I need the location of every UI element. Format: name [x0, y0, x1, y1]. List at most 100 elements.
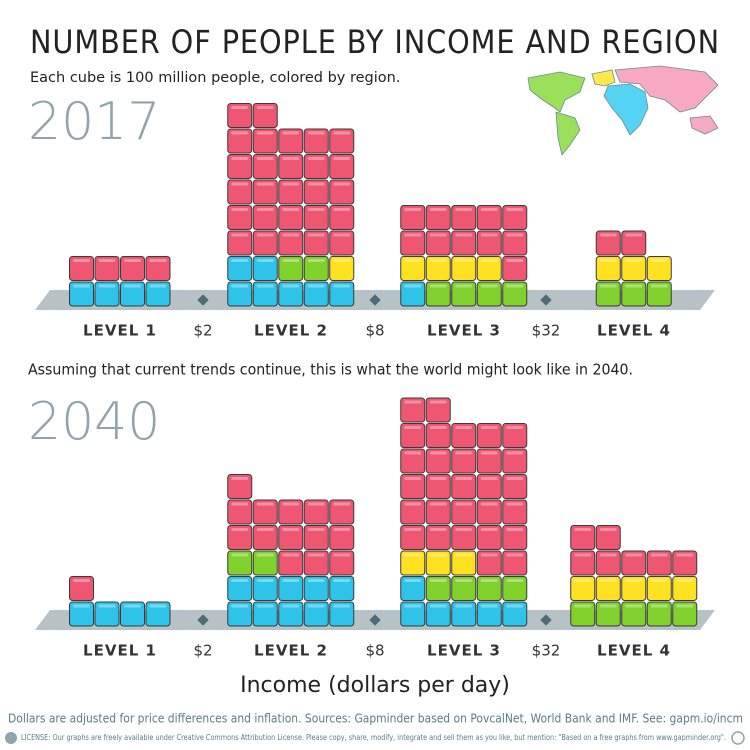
footnote: Dollars are adjusted for price differenc… — [8, 711, 743, 726]
cube-highlight — [650, 553, 668, 557]
cube-segment — [69, 256, 171, 281]
cube — [69, 601, 94, 627]
category-label: LEVEL 3 — [427, 322, 501, 340]
cube-highlight — [282, 553, 300, 557]
cube-highlight — [455, 528, 473, 531]
cube — [476, 205, 502, 230]
cube — [145, 601, 171, 627]
cube — [400, 423, 426, 448]
cube-highlight — [282, 131, 300, 135]
x-axis-label: Income (dollars per day) — [240, 673, 510, 698]
cube-segment — [69, 601, 171, 627]
cube-highlight — [333, 131, 351, 135]
cube-highlight — [256, 553, 274, 557]
boundary-label: $2 — [193, 322, 212, 340]
chart-title: 2040 — [28, 392, 160, 452]
cube — [646, 550, 672, 576]
cube — [400, 525, 426, 550]
cube-segment — [227, 550, 278, 576]
cube-highlight — [256, 233, 274, 237]
cube-highlight — [455, 604, 473, 608]
cube-highlight — [149, 604, 167, 608]
cube — [400, 205, 426, 230]
note: Assuming that current trends continue, t… — [28, 361, 633, 379]
boundary-label: $2 — [193, 642, 212, 660]
boundary-label: $32 — [532, 322, 561, 340]
cube-highlight — [282, 233, 300, 237]
cube-highlight — [455, 579, 473, 582]
cube — [227, 474, 253, 499]
cube-highlight — [256, 579, 274, 582]
cube — [303, 525, 329, 550]
cube-highlight — [231, 477, 249, 480]
cube-highlight — [676, 604, 694, 608]
cube — [595, 550, 621, 576]
category-label: LEVEL 2 — [254, 322, 328, 340]
title: NUMBER OF PEOPLE BY INCOME AND REGION — [30, 23, 720, 61]
boundary-marker — [197, 294, 209, 306]
cube-highlight — [599, 259, 617, 262]
cube-segment — [329, 256, 355, 281]
boundary-marker — [540, 614, 552, 626]
category-label: LEVEL 3 — [427, 642, 501, 660]
cube-highlight — [333, 233, 351, 237]
cube-highlight — [307, 604, 325, 608]
cube — [252, 179, 278, 205]
cube — [278, 230, 304, 256]
cube — [451, 423, 477, 448]
boundary-marker — [369, 614, 381, 626]
cube-highlight — [429, 528, 447, 531]
cube — [252, 205, 278, 230]
cube — [252, 103, 278, 128]
cube — [570, 601, 596, 627]
cube — [145, 256, 171, 281]
cube — [502, 576, 528, 601]
cube — [145, 281, 171, 307]
cube — [120, 601, 145, 627]
cube — [646, 576, 672, 601]
cube — [595, 281, 621, 307]
cube — [646, 281, 672, 307]
cube — [303, 550, 329, 576]
cube — [621, 576, 647, 601]
cube — [476, 550, 502, 576]
cube — [425, 281, 451, 307]
cube — [502, 281, 528, 307]
cube — [451, 525, 477, 550]
cube — [400, 256, 426, 281]
cube-highlight — [480, 502, 498, 506]
cube — [329, 281, 355, 307]
cube — [502, 550, 528, 576]
cube — [329, 179, 355, 205]
cube — [278, 256, 304, 281]
cube — [329, 576, 355, 601]
cube-highlight — [574, 528, 592, 531]
cube-highlight — [333, 182, 351, 186]
cube-highlight — [429, 604, 447, 608]
cube-highlight — [480, 233, 498, 237]
cube-highlight — [506, 528, 524, 531]
cube-highlight — [98, 604, 116, 608]
cube-highlight — [333, 553, 351, 557]
cube-highlight — [455, 259, 473, 262]
cube-highlight — [506, 604, 524, 608]
cube-highlight — [73, 259, 90, 262]
cube — [278, 499, 304, 525]
cube-highlight — [480, 528, 498, 531]
cube — [227, 550, 253, 576]
cube — [425, 601, 451, 627]
cube — [252, 499, 278, 525]
cube — [400, 550, 426, 576]
cube — [252, 230, 278, 256]
cube — [69, 256, 94, 281]
cube — [303, 154, 329, 179]
cube — [570, 576, 596, 601]
cube — [278, 601, 304, 627]
cube — [252, 525, 278, 550]
cube-highlight — [599, 604, 617, 608]
cube-segment — [400, 256, 502, 281]
cube-highlight — [480, 451, 498, 455]
cube-highlight — [231, 528, 249, 531]
cube — [451, 474, 477, 499]
cube-highlight — [574, 604, 592, 608]
